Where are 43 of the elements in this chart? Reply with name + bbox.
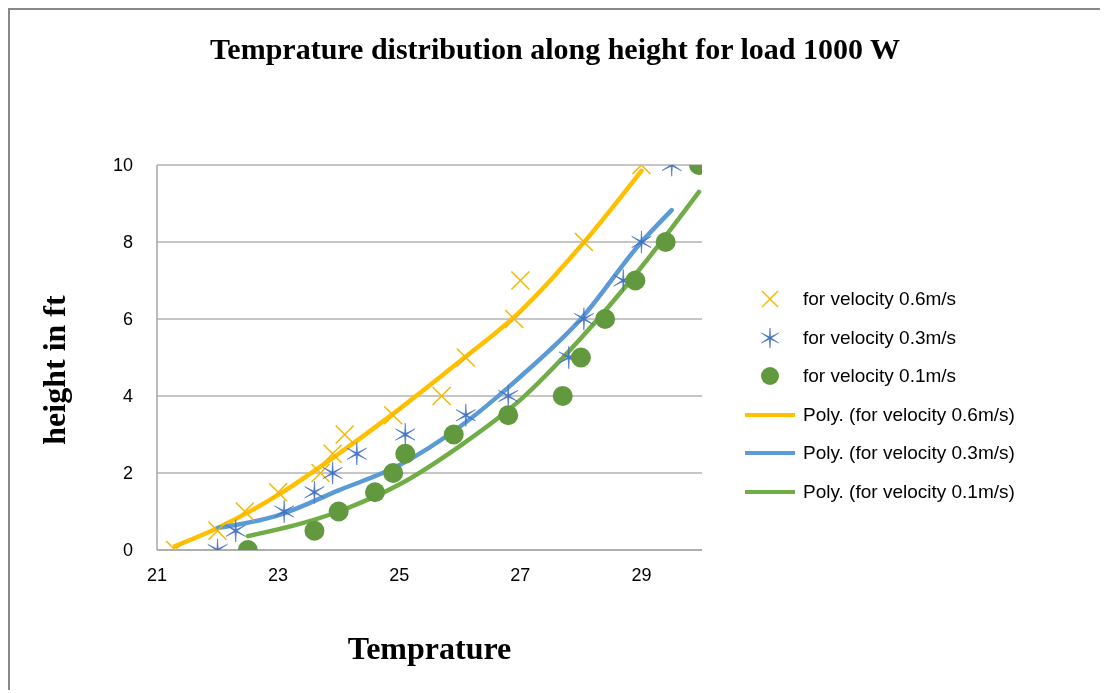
legend-label: Poly. (for velocity 0.6m/s) xyxy=(803,403,1015,426)
point xyxy=(274,499,295,524)
x-tick-label: 27 xyxy=(510,564,531,585)
point xyxy=(383,463,404,483)
point xyxy=(498,384,519,408)
point xyxy=(443,424,464,445)
legend-label: for velocity 0.1m/s xyxy=(803,365,957,388)
point xyxy=(573,307,594,331)
x-tick-label: 21 xyxy=(146,564,168,585)
legend-label: for velocity 0.6m/s xyxy=(803,288,957,311)
point xyxy=(655,232,676,252)
point xyxy=(304,520,325,541)
y-tick-label: 6 xyxy=(122,309,133,330)
point xyxy=(631,230,652,254)
point xyxy=(304,480,325,504)
point xyxy=(498,405,519,426)
legend-label: Poly. (for velocity 0.3m/s) xyxy=(803,442,1015,465)
point xyxy=(395,443,416,464)
x-tick-label: 25 xyxy=(389,564,410,585)
y-tick-label: 8 xyxy=(122,232,133,253)
y-tick-label: 10 xyxy=(112,155,133,176)
point xyxy=(322,461,343,485)
point xyxy=(365,482,385,503)
point xyxy=(570,347,591,368)
y-tick-label: 2 xyxy=(122,463,133,484)
point xyxy=(346,442,367,466)
point xyxy=(395,422,416,447)
legend-label: for velocity 0.3m/s xyxy=(803,326,957,349)
y-axis-title: height in ft xyxy=(35,294,73,447)
chart-title: Temprature distribution along height for load 1000 W xyxy=(209,32,901,66)
point xyxy=(595,309,616,329)
x-tick-label: 23 xyxy=(268,564,289,585)
legend-label: Poly. (for velocity 0.1m/s) xyxy=(803,480,1015,503)
y-tick-label: 4 xyxy=(122,386,133,407)
line-series xyxy=(215,207,674,531)
point xyxy=(455,403,476,427)
point xyxy=(625,270,646,291)
point xyxy=(328,501,349,522)
y-tick-label: 0 xyxy=(122,540,133,561)
x-tick-label: 29 xyxy=(631,564,652,585)
x-axis-title: Temprature xyxy=(346,630,513,667)
point xyxy=(552,386,573,406)
point xyxy=(225,519,246,543)
